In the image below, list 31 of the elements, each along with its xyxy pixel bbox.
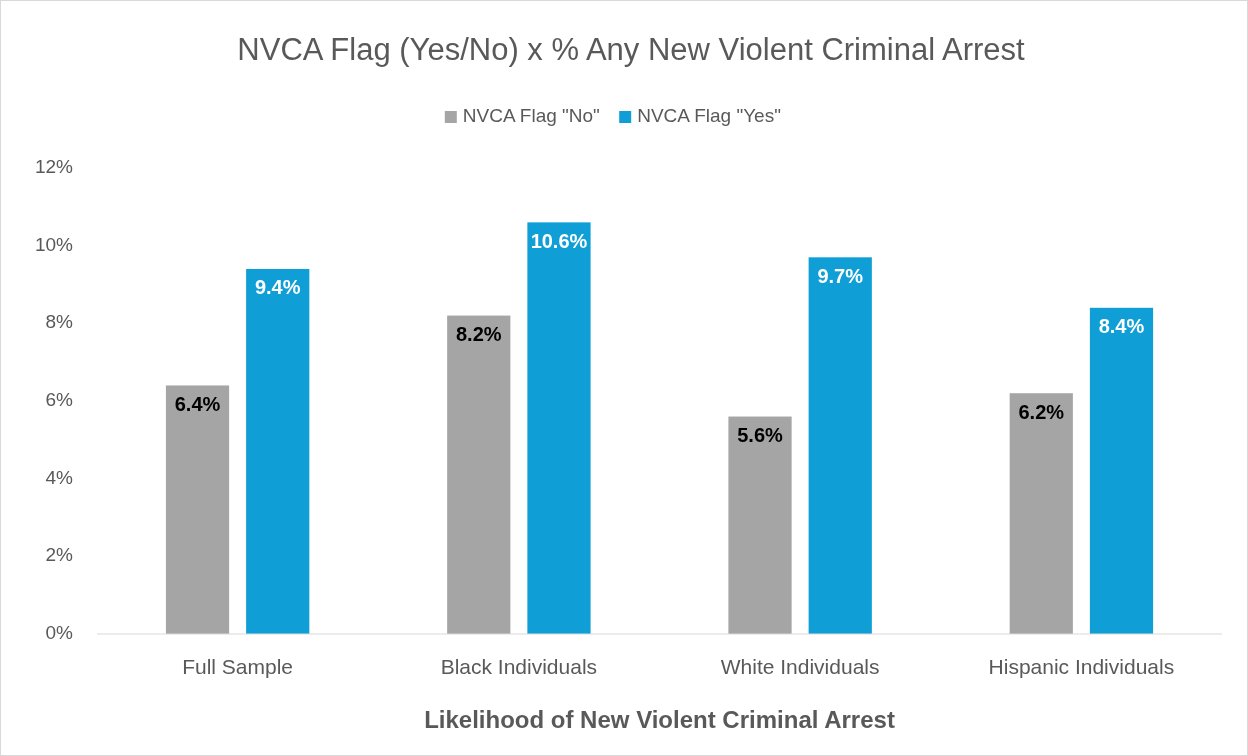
y-tick-label: 6% bbox=[45, 389, 74, 411]
y-tick-label: 12% bbox=[34, 156, 74, 178]
bar bbox=[1009, 393, 1073, 634]
legend-label: NVCA Flag "No" bbox=[462, 105, 600, 127]
y-tick-label: 0% bbox=[45, 622, 74, 644]
x-tick-label: Full Sample bbox=[182, 654, 294, 678]
data-label: 5.6% bbox=[737, 423, 784, 446]
legend-label: NVCA Flag "Yes" bbox=[637, 105, 781, 127]
data-label: 6.4% bbox=[174, 392, 221, 415]
data-label: 6.2% bbox=[1018, 400, 1065, 423]
bar bbox=[246, 268, 310, 634]
data-label: 9.4% bbox=[254, 276, 301, 299]
x-axis-title: Likelihood of New Violent Criminal Arrest bbox=[424, 706, 895, 734]
y-tick-label: 4% bbox=[45, 466, 74, 488]
bar bbox=[1089, 307, 1154, 634]
data-label: 8.4% bbox=[1098, 315, 1145, 338]
x-tick-label: Hispanic Individuals bbox=[988, 654, 1175, 678]
y-tick-label: 10% bbox=[34, 233, 74, 255]
y-tick-label: 8% bbox=[45, 311, 74, 333]
data-label: 10.6% bbox=[530, 229, 588, 252]
bar bbox=[527, 222, 591, 634]
bar bbox=[447, 315, 511, 634]
x-tick-label: Black Individuals bbox=[440, 654, 598, 678]
data-label: 9.7% bbox=[817, 264, 864, 287]
y-tick-label: 2% bbox=[45, 544, 74, 566]
bar bbox=[728, 416, 792, 634]
x-tick-label: White Individuals bbox=[720, 654, 880, 678]
data-label: 8.2% bbox=[455, 322, 502, 345]
chart-title: NVCA Flag (Yes/No) x % Any New Violent Criminal Arrest bbox=[237, 32, 1026, 68]
bar bbox=[808, 257, 872, 634]
bar bbox=[165, 385, 230, 634]
